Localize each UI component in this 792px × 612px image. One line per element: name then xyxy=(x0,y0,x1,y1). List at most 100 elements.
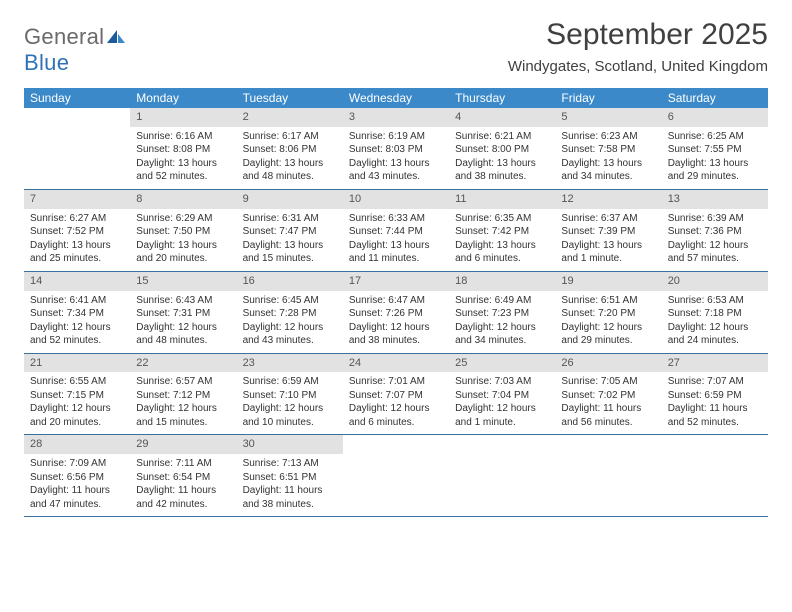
daylight-text: Daylight: 13 hours and 52 minutes. xyxy=(136,157,230,184)
sunset-text: Sunset: 7:34 PM xyxy=(30,307,124,321)
daylight-text: Daylight: 11 hours and 38 minutes. xyxy=(243,484,337,511)
daylight-text: Daylight: 12 hours and 10 minutes. xyxy=(243,402,337,429)
day-number: 26 xyxy=(555,354,661,373)
sunrise-text: Sunrise: 7:11 AM xyxy=(136,457,230,471)
day-body: Sunrise: 6:27 AMSunset: 7:52 PMDaylight:… xyxy=(24,209,130,271)
day-cell xyxy=(449,435,555,516)
day-body: Sunrise: 7:09 AMSunset: 6:56 PMDaylight:… xyxy=(24,454,130,516)
sunrise-text: Sunrise: 6:31 AM xyxy=(243,212,337,226)
day-cell: 28Sunrise: 7:09 AMSunset: 6:56 PMDayligh… xyxy=(24,435,130,516)
day-cell: 7Sunrise: 6:27 AMSunset: 7:52 PMDaylight… xyxy=(24,190,130,271)
day-number xyxy=(343,435,449,439)
sunrise-text: Sunrise: 6:23 AM xyxy=(561,130,655,144)
month-title: September 2025 xyxy=(508,18,768,52)
day-cell xyxy=(343,435,449,516)
sunrise-text: Sunrise: 6:57 AM xyxy=(136,375,230,389)
day-body: Sunrise: 6:43 AMSunset: 7:31 PMDaylight:… xyxy=(130,291,236,353)
sunrise-text: Sunrise: 6:39 AM xyxy=(668,212,762,226)
sunrise-text: Sunrise: 6:41 AM xyxy=(30,294,124,308)
sunrise-text: Sunrise: 6:37 AM xyxy=(561,212,655,226)
daylight-text: Daylight: 13 hours and 15 minutes. xyxy=(243,239,337,266)
sunset-text: Sunset: 7:07 PM xyxy=(349,389,443,403)
day-cell: 6Sunrise: 6:25 AMSunset: 7:55 PMDaylight… xyxy=(662,108,768,189)
day-cell: 9Sunrise: 6:31 AMSunset: 7:47 PMDaylight… xyxy=(237,190,343,271)
day-number: 2 xyxy=(237,108,343,127)
day-body: Sunrise: 7:13 AMSunset: 6:51 PMDaylight:… xyxy=(237,454,343,516)
day-cell: 4Sunrise: 6:21 AMSunset: 8:00 PMDaylight… xyxy=(449,108,555,189)
day-cell: 27Sunrise: 7:07 AMSunset: 6:59 PMDayligh… xyxy=(662,354,768,435)
day-number xyxy=(24,108,130,112)
daylight-text: Daylight: 12 hours and 48 minutes. xyxy=(136,321,230,348)
daylight-text: Daylight: 12 hours and 1 minute. xyxy=(455,402,549,429)
logo-text-gray: General xyxy=(24,24,104,49)
day-cell: 17Sunrise: 6:47 AMSunset: 7:26 PMDayligh… xyxy=(343,272,449,353)
day-cell: 10Sunrise: 6:33 AMSunset: 7:44 PMDayligh… xyxy=(343,190,449,271)
day-body: Sunrise: 6:33 AMSunset: 7:44 PMDaylight:… xyxy=(343,209,449,271)
sunset-text: Sunset: 8:03 PM xyxy=(349,143,443,157)
sunset-text: Sunset: 7:44 PM xyxy=(349,225,443,239)
calendar-page: GeneralBlue September 2025 Windygates, S… xyxy=(0,0,792,535)
day-body: Sunrise: 7:03 AMSunset: 7:04 PMDaylight:… xyxy=(449,372,555,434)
weeks-container: 1Sunrise: 6:16 AMSunset: 8:08 PMDaylight… xyxy=(24,108,768,517)
day-body: Sunrise: 6:19 AMSunset: 8:03 PMDaylight:… xyxy=(343,127,449,189)
day-number: 5 xyxy=(555,108,661,127)
sunset-text: Sunset: 8:00 PM xyxy=(455,143,549,157)
day-body: Sunrise: 6:21 AMSunset: 8:00 PMDaylight:… xyxy=(449,127,555,189)
sunrise-text: Sunrise: 6:53 AM xyxy=(668,294,762,308)
day-number: 20 xyxy=(662,272,768,291)
sunset-text: Sunset: 7:31 PM xyxy=(136,307,230,321)
daylight-text: Daylight: 12 hours and 43 minutes. xyxy=(243,321,337,348)
sunrise-text: Sunrise: 6:45 AM xyxy=(243,294,337,308)
daylight-text: Daylight: 13 hours and 48 minutes. xyxy=(243,157,337,184)
sunset-text: Sunset: 7:10 PM xyxy=(243,389,337,403)
sunset-text: Sunset: 7:12 PM xyxy=(136,389,230,403)
daylight-text: Daylight: 13 hours and 1 minute. xyxy=(561,239,655,266)
daylight-text: Daylight: 11 hours and 42 minutes. xyxy=(136,484,230,511)
daylight-text: Daylight: 13 hours and 38 minutes. xyxy=(455,157,549,184)
sunrise-text: Sunrise: 6:43 AM xyxy=(136,294,230,308)
week-row: 7Sunrise: 6:27 AMSunset: 7:52 PMDaylight… xyxy=(24,190,768,272)
day-cell xyxy=(24,108,130,189)
day-number: 17 xyxy=(343,272,449,291)
day-cell: 16Sunrise: 6:45 AMSunset: 7:28 PMDayligh… xyxy=(237,272,343,353)
day-cell: 26Sunrise: 7:05 AMSunset: 7:02 PMDayligh… xyxy=(555,354,661,435)
sunset-text: Sunset: 7:18 PM xyxy=(668,307,762,321)
day-number: 28 xyxy=(24,435,130,454)
day-number: 19 xyxy=(555,272,661,291)
day-body: Sunrise: 6:39 AMSunset: 7:36 PMDaylight:… xyxy=(662,209,768,271)
sunrise-text: Sunrise: 6:49 AM xyxy=(455,294,549,308)
sunset-text: Sunset: 8:06 PM xyxy=(243,143,337,157)
daylight-text: Daylight: 12 hours and 6 minutes. xyxy=(349,402,443,429)
day-number: 12 xyxy=(555,190,661,209)
day-cell: 24Sunrise: 7:01 AMSunset: 7:07 PMDayligh… xyxy=(343,354,449,435)
day-cell: 15Sunrise: 6:43 AMSunset: 7:31 PMDayligh… xyxy=(130,272,236,353)
day-cell xyxy=(662,435,768,516)
day-cell: 25Sunrise: 7:03 AMSunset: 7:04 PMDayligh… xyxy=(449,354,555,435)
day-body: Sunrise: 6:53 AMSunset: 7:18 PMDaylight:… xyxy=(662,291,768,353)
sunrise-text: Sunrise: 6:51 AM xyxy=(561,294,655,308)
sunrise-text: Sunrise: 6:17 AM xyxy=(243,130,337,144)
dow-thursday: Thursday xyxy=(449,88,555,108)
sunset-text: Sunset: 7:02 PM xyxy=(561,389,655,403)
sunrise-text: Sunrise: 7:01 AM xyxy=(349,375,443,389)
dow-sunday: Sunday xyxy=(24,88,130,108)
day-cell: 18Sunrise: 6:49 AMSunset: 7:23 PMDayligh… xyxy=(449,272,555,353)
day-body: Sunrise: 6:55 AMSunset: 7:15 PMDaylight:… xyxy=(24,372,130,434)
sail-icon xyxy=(106,28,126,44)
sunrise-text: Sunrise: 6:19 AM xyxy=(349,130,443,144)
day-number: 16 xyxy=(237,272,343,291)
day-number: 13 xyxy=(662,190,768,209)
dow-friday: Friday xyxy=(555,88,661,108)
day-body: Sunrise: 6:25 AMSunset: 7:55 PMDaylight:… xyxy=(662,127,768,189)
sunset-text: Sunset: 7:20 PM xyxy=(561,307,655,321)
day-body: Sunrise: 6:29 AMSunset: 7:50 PMDaylight:… xyxy=(130,209,236,271)
day-cell: 12Sunrise: 6:37 AMSunset: 7:39 PMDayligh… xyxy=(555,190,661,271)
day-body: Sunrise: 6:16 AMSunset: 8:08 PMDaylight:… xyxy=(130,127,236,189)
day-number: 15 xyxy=(130,272,236,291)
day-number: 7 xyxy=(24,190,130,209)
location-subtitle: Windygates, Scotland, United Kingdom xyxy=(508,58,768,75)
sunset-text: Sunset: 7:47 PM xyxy=(243,225,337,239)
day-cell: 11Sunrise: 6:35 AMSunset: 7:42 PMDayligh… xyxy=(449,190,555,271)
day-body: Sunrise: 6:35 AMSunset: 7:42 PMDaylight:… xyxy=(449,209,555,271)
daylight-text: Daylight: 13 hours and 20 minutes. xyxy=(136,239,230,266)
